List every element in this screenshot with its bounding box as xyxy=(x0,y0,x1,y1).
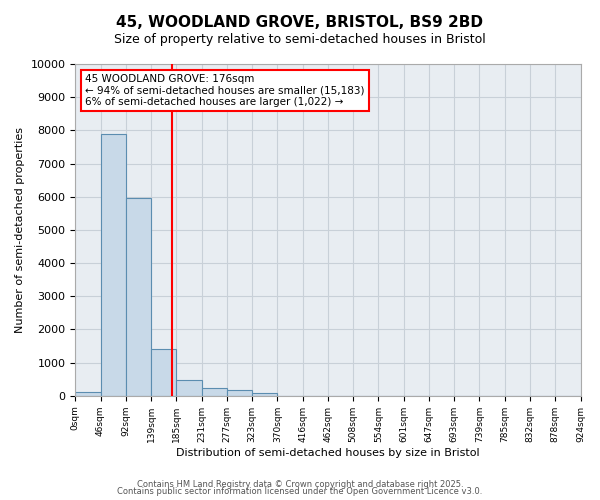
Bar xyxy=(101,134,126,396)
Text: 45, WOODLAND GROVE, BRISTOL, BS9 2BD: 45, WOODLAND GROVE, BRISTOL, BS9 2BD xyxy=(116,15,484,30)
Bar xyxy=(176,380,202,396)
Bar xyxy=(227,390,252,396)
Bar xyxy=(126,198,151,396)
Text: Size of property relative to semi-detached houses in Bristol: Size of property relative to semi-detach… xyxy=(114,32,486,46)
Bar xyxy=(202,388,227,396)
Bar xyxy=(252,393,277,396)
Y-axis label: Number of semi-detached properties: Number of semi-detached properties xyxy=(15,127,25,333)
Text: Contains public sector information licensed under the Open Government Licence v3: Contains public sector information licen… xyxy=(118,487,482,496)
X-axis label: Distribution of semi-detached houses by size in Bristol: Distribution of semi-detached houses by … xyxy=(176,448,480,458)
Text: 45 WOODLAND GROVE: 176sqm
← 94% of semi-detached houses are smaller (15,183)
6% : 45 WOODLAND GROVE: 176sqm ← 94% of semi-… xyxy=(85,74,365,107)
Bar xyxy=(151,350,176,396)
Bar xyxy=(75,392,101,396)
Text: Contains HM Land Registry data © Crown copyright and database right 2025.: Contains HM Land Registry data © Crown c… xyxy=(137,480,463,489)
